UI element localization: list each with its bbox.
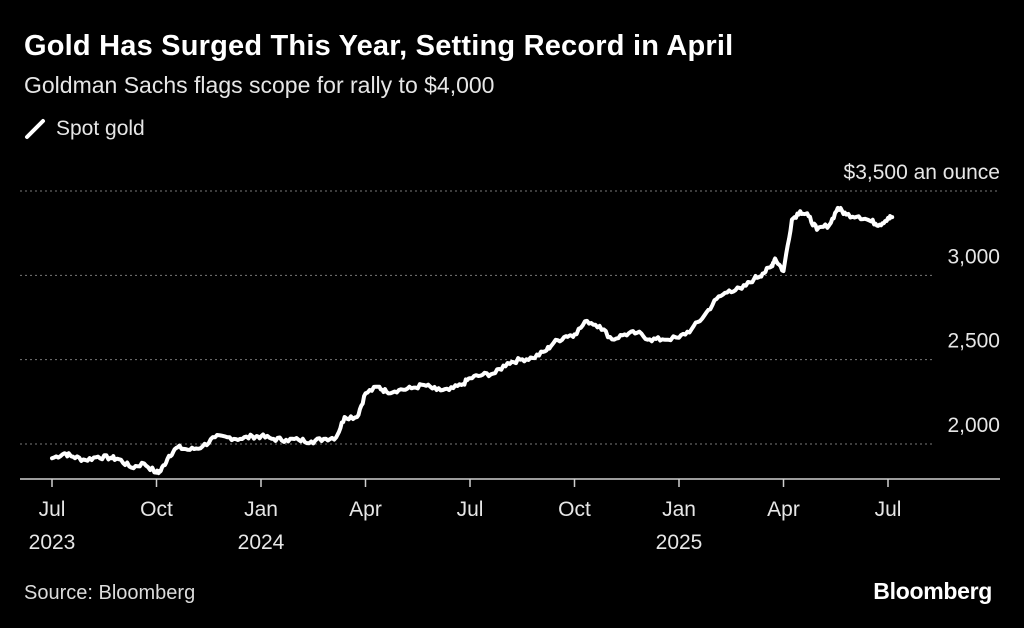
y-tick-label-2500: 2,500: [947, 330, 1000, 353]
y-tick-label-3500: $3,500 an ounce: [844, 161, 1000, 184]
y-tick-label-3000: 3,000: [947, 245, 1000, 268]
x-tick-label-jul-4: Jul: [457, 498, 484, 521]
x-tick-year-2025: 2025: [656, 531, 703, 554]
y-tick-label-2000: 2,000: [947, 414, 1000, 437]
x-tick-label-jan-6: Jan: [662, 498, 696, 521]
chart-subtitle: Goldman Sachs flags scope for rally to $…: [24, 72, 495, 98]
legend-label-spot-gold: Spot gold: [56, 117, 145, 140]
x-tick-label-apr-3: Apr: [349, 498, 382, 521]
x-tick-year-2023: 2023: [29, 531, 76, 554]
series-line-spot-gold: [50, 205, 895, 476]
x-tick-year-2024: 2024: [238, 531, 285, 554]
x-tick-label-oct-5: Oct: [558, 498, 591, 521]
x-tick-label-jul-8: Jul: [875, 498, 902, 521]
chart-title: Gold Has Surged This Year, Setting Recor…: [24, 30, 734, 62]
source-note: Source: Bloomberg: [24, 582, 196, 604]
x-tick-label-jan-2: Jan: [244, 498, 278, 521]
legend: Spot gold: [24, 117, 145, 141]
x-tick-label-jul-0: Jul: [39, 498, 66, 521]
x-tick-label-oct-1: Oct: [140, 498, 173, 521]
bloomberg-logo: Bloomberg: [873, 578, 992, 604]
x-tick-label-apr-7: Apr: [767, 498, 800, 521]
legend-line-icon: [25, 119, 45, 139]
